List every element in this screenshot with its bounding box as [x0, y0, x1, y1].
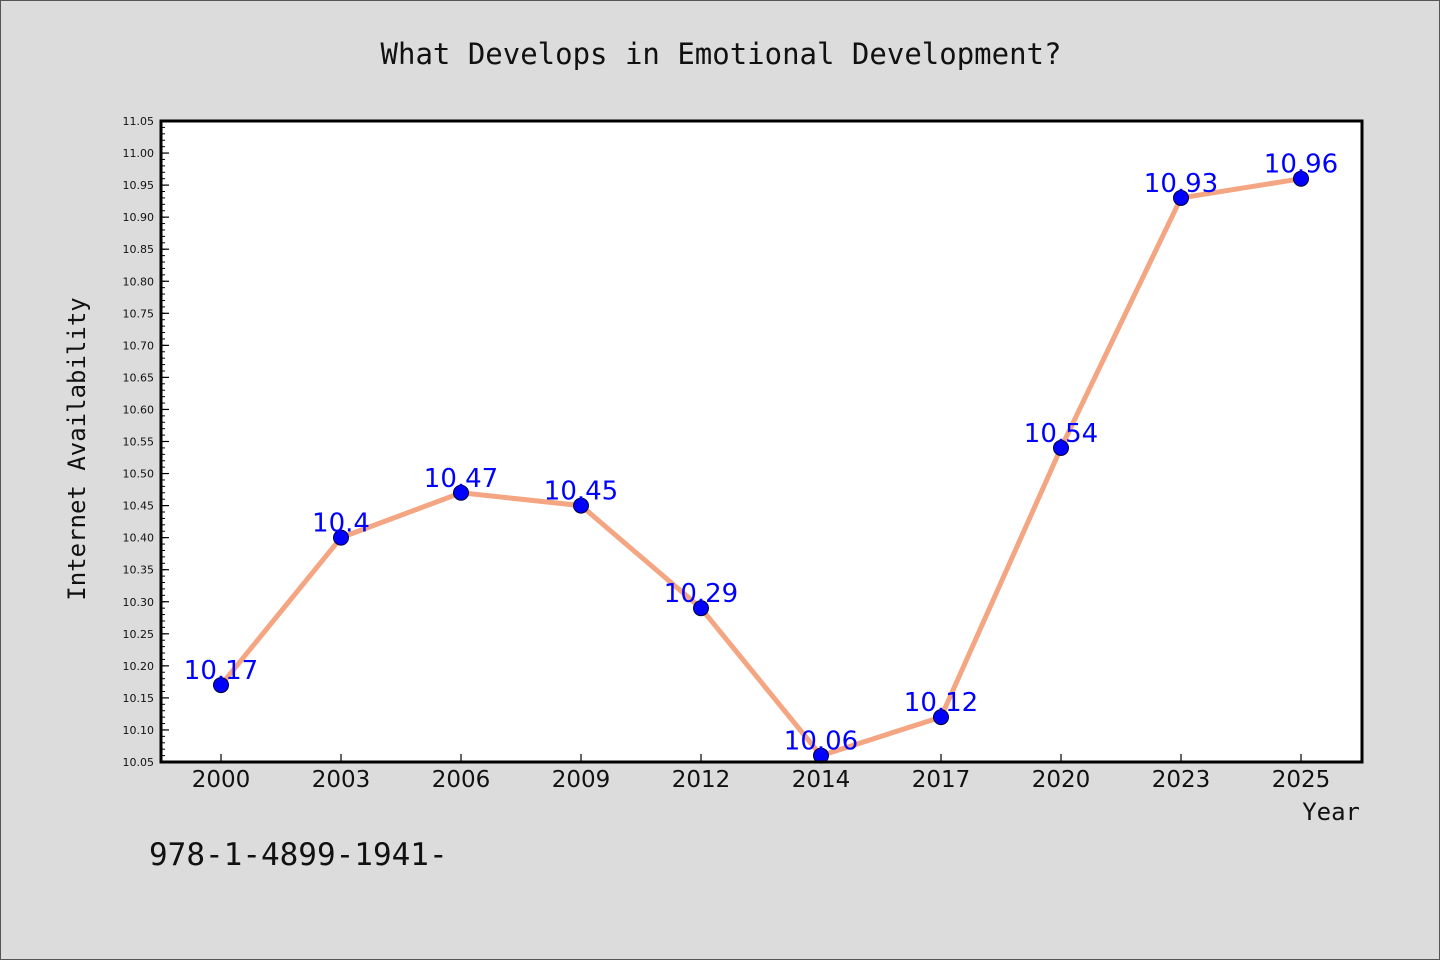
- x-tick-label: 2020: [1032, 767, 1091, 793]
- y-tick-label: 10.95: [123, 179, 155, 192]
- y-tick-label: 10.30: [123, 596, 155, 609]
- data-label: 10.93: [1144, 169, 1218, 199]
- x-tick-label: 2023: [1152, 767, 1211, 793]
- y-tick-label: 10.40: [123, 532, 155, 545]
- footnote-text: 978-1-4899-1941-: [149, 837, 448, 873]
- y-tick-label: 10.20: [123, 660, 155, 673]
- data-label: 10.29: [664, 579, 738, 609]
- data-label: 10.54: [1024, 419, 1098, 449]
- data-label: 10.4: [312, 509, 370, 539]
- series-group: 10.17 10.4 10.47 10.45 10.29 10.06 10.12 10.54 1…: [184, 150, 1338, 764]
- data-point: [333, 529, 349, 546]
- data-label: 10.06: [784, 727, 858, 757]
- y-tick-label: 10.75: [123, 307, 155, 320]
- y-tick-label: 10.10: [123, 724, 155, 737]
- data-point: [1293, 170, 1309, 187]
- x-tick-label: 2017: [912, 767, 971, 793]
- series-line: [218, 176, 1304, 759]
- y-tick-label: 10.45: [123, 500, 155, 513]
- chart-title: What Develops in Emotional Development?: [381, 37, 1062, 71]
- data-point: [453, 484, 469, 501]
- x-tick-label: 2012: [672, 767, 731, 793]
- plot-area: [161, 121, 1362, 762]
- y-tick-label: 10.65: [123, 371, 155, 384]
- data-point: [1053, 439, 1069, 456]
- x-tick-label: 2009: [552, 767, 611, 793]
- y-tick-label: 11.00: [123, 147, 155, 160]
- data-point: [693, 600, 709, 617]
- data-label: 10.45: [544, 477, 618, 507]
- y-axis-ticks: 10.05 10.10 10.15 10.20 10.25 10.30 10.35 10.40…: [123, 115, 169, 769]
- x-tick-label: 2014: [792, 767, 851, 793]
- y-tick-label: 10.85: [123, 243, 155, 256]
- data-point: [933, 709, 949, 726]
- y-tick-label: 10.55: [123, 436, 155, 449]
- data-label: 10.12: [904, 688, 978, 718]
- y-tick-label: 10.50: [123, 468, 155, 481]
- data-label: 10.96: [1264, 150, 1338, 180]
- x-tick-label: 2025: [1272, 767, 1331, 793]
- data-point: [573, 497, 589, 514]
- y-tick-label: 10.60: [123, 403, 155, 416]
- x-tick-label: 2003: [312, 767, 371, 793]
- y-tick-label: 10.90: [123, 211, 155, 224]
- y-axis-label: Internet Availability: [63, 297, 91, 600]
- data-point: [1173, 189, 1189, 206]
- plot-frame: [159, 119, 1364, 764]
- y-tick-label: 10.25: [123, 628, 155, 641]
- data-label: 10.17: [184, 656, 258, 686]
- y-tick-label: 10.35: [123, 564, 155, 577]
- data-point: [213, 677, 229, 694]
- y-tick-label: 11.05: [123, 115, 155, 128]
- data-label: 10.47: [424, 464, 498, 494]
- y-tick-label: 10.70: [123, 339, 155, 352]
- x-tick-label: 2000: [192, 767, 251, 793]
- x-axis-label: Year: [1302, 798, 1360, 826]
- y-tick-label: 10.15: [123, 692, 155, 705]
- x-tick-label: 2006: [432, 767, 491, 793]
- y-tick-label: 10.05: [123, 756, 155, 769]
- y-tick-label: 10.80: [123, 275, 155, 288]
